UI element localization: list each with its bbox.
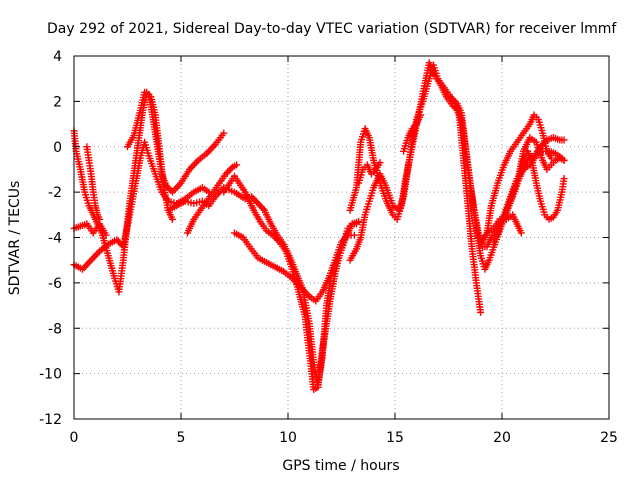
data-point: [233, 161, 241, 169]
data-point: [560, 175, 568, 183]
data-point: [168, 215, 176, 223]
series-track-14: [477, 211, 525, 246]
y-tick-label: -12: [39, 412, 62, 428]
y-tick-label: -10: [39, 367, 62, 383]
y-axis-tick-labels: -12 -10 -8 -6 -4 -2 0 2 4: [39, 49, 62, 428]
y-tick-label: 2: [53, 94, 62, 110]
data-point: [355, 218, 363, 226]
x-tick-label: 0: [70, 430, 79, 446]
series-track-15: [515, 134, 568, 178]
y-tick-label: 4: [53, 49, 62, 65]
data-point: [102, 231, 110, 239]
x-tick-label: 20: [493, 430, 511, 446]
series-track-12: [455, 111, 485, 316]
series-track-6: [183, 161, 241, 237]
y-tick-label: -4: [48, 231, 62, 247]
data-point: [417, 111, 425, 119]
series-track-18: [83, 143, 104, 223]
data-point: [517, 229, 525, 237]
x-tick-label: 10: [279, 430, 297, 446]
data-point: [350, 231, 358, 239]
y-axis-label: SDTVAR / TECUs: [7, 181, 23, 296]
y-tick-label: -2: [48, 185, 62, 201]
axis-ticks: [73, 55, 610, 420]
series-track-17: [400, 111, 425, 155]
data-point: [96, 215, 104, 223]
data-point: [257, 203, 265, 211]
series-track-13: [489, 147, 568, 246]
x-tick-label: 15: [386, 430, 404, 446]
data-point: [224, 168, 232, 176]
x-tick-label: 5: [177, 430, 186, 446]
data-point: [376, 159, 384, 167]
chart-title: Day 292 of 2021, Sidereal Day-to-day VTE…: [47, 21, 617, 37]
y-tick-label: 0: [53, 140, 62, 156]
data-point: [560, 136, 568, 144]
x-axis-tick-labels: 0 5 10 15 20 25: [70, 430, 618, 446]
data-point: [256, 201, 264, 209]
data-series: [70, 59, 568, 394]
series-track-11: [451, 102, 568, 251]
data-point: [165, 185, 173, 193]
data-point: [220, 129, 228, 137]
data-point: [225, 167, 233, 175]
y-tick-label: -8: [48, 321, 62, 337]
data-point: [254, 199, 262, 207]
series-track-16: [355, 159, 384, 187]
y-tick-label: -6: [48, 276, 62, 292]
series-track-8: [231, 229, 358, 305]
data-point: [560, 156, 568, 164]
data-point: [477, 308, 485, 316]
x-axis-label: GPS time / hours: [282, 458, 399, 474]
data-point: [547, 154, 555, 162]
grid: [74, 56, 609, 419]
series-track-4: [124, 88, 228, 196]
series-track-7: [220, 172, 363, 394]
x-tick-label: 25: [600, 430, 618, 446]
data-point: [252, 198, 260, 206]
